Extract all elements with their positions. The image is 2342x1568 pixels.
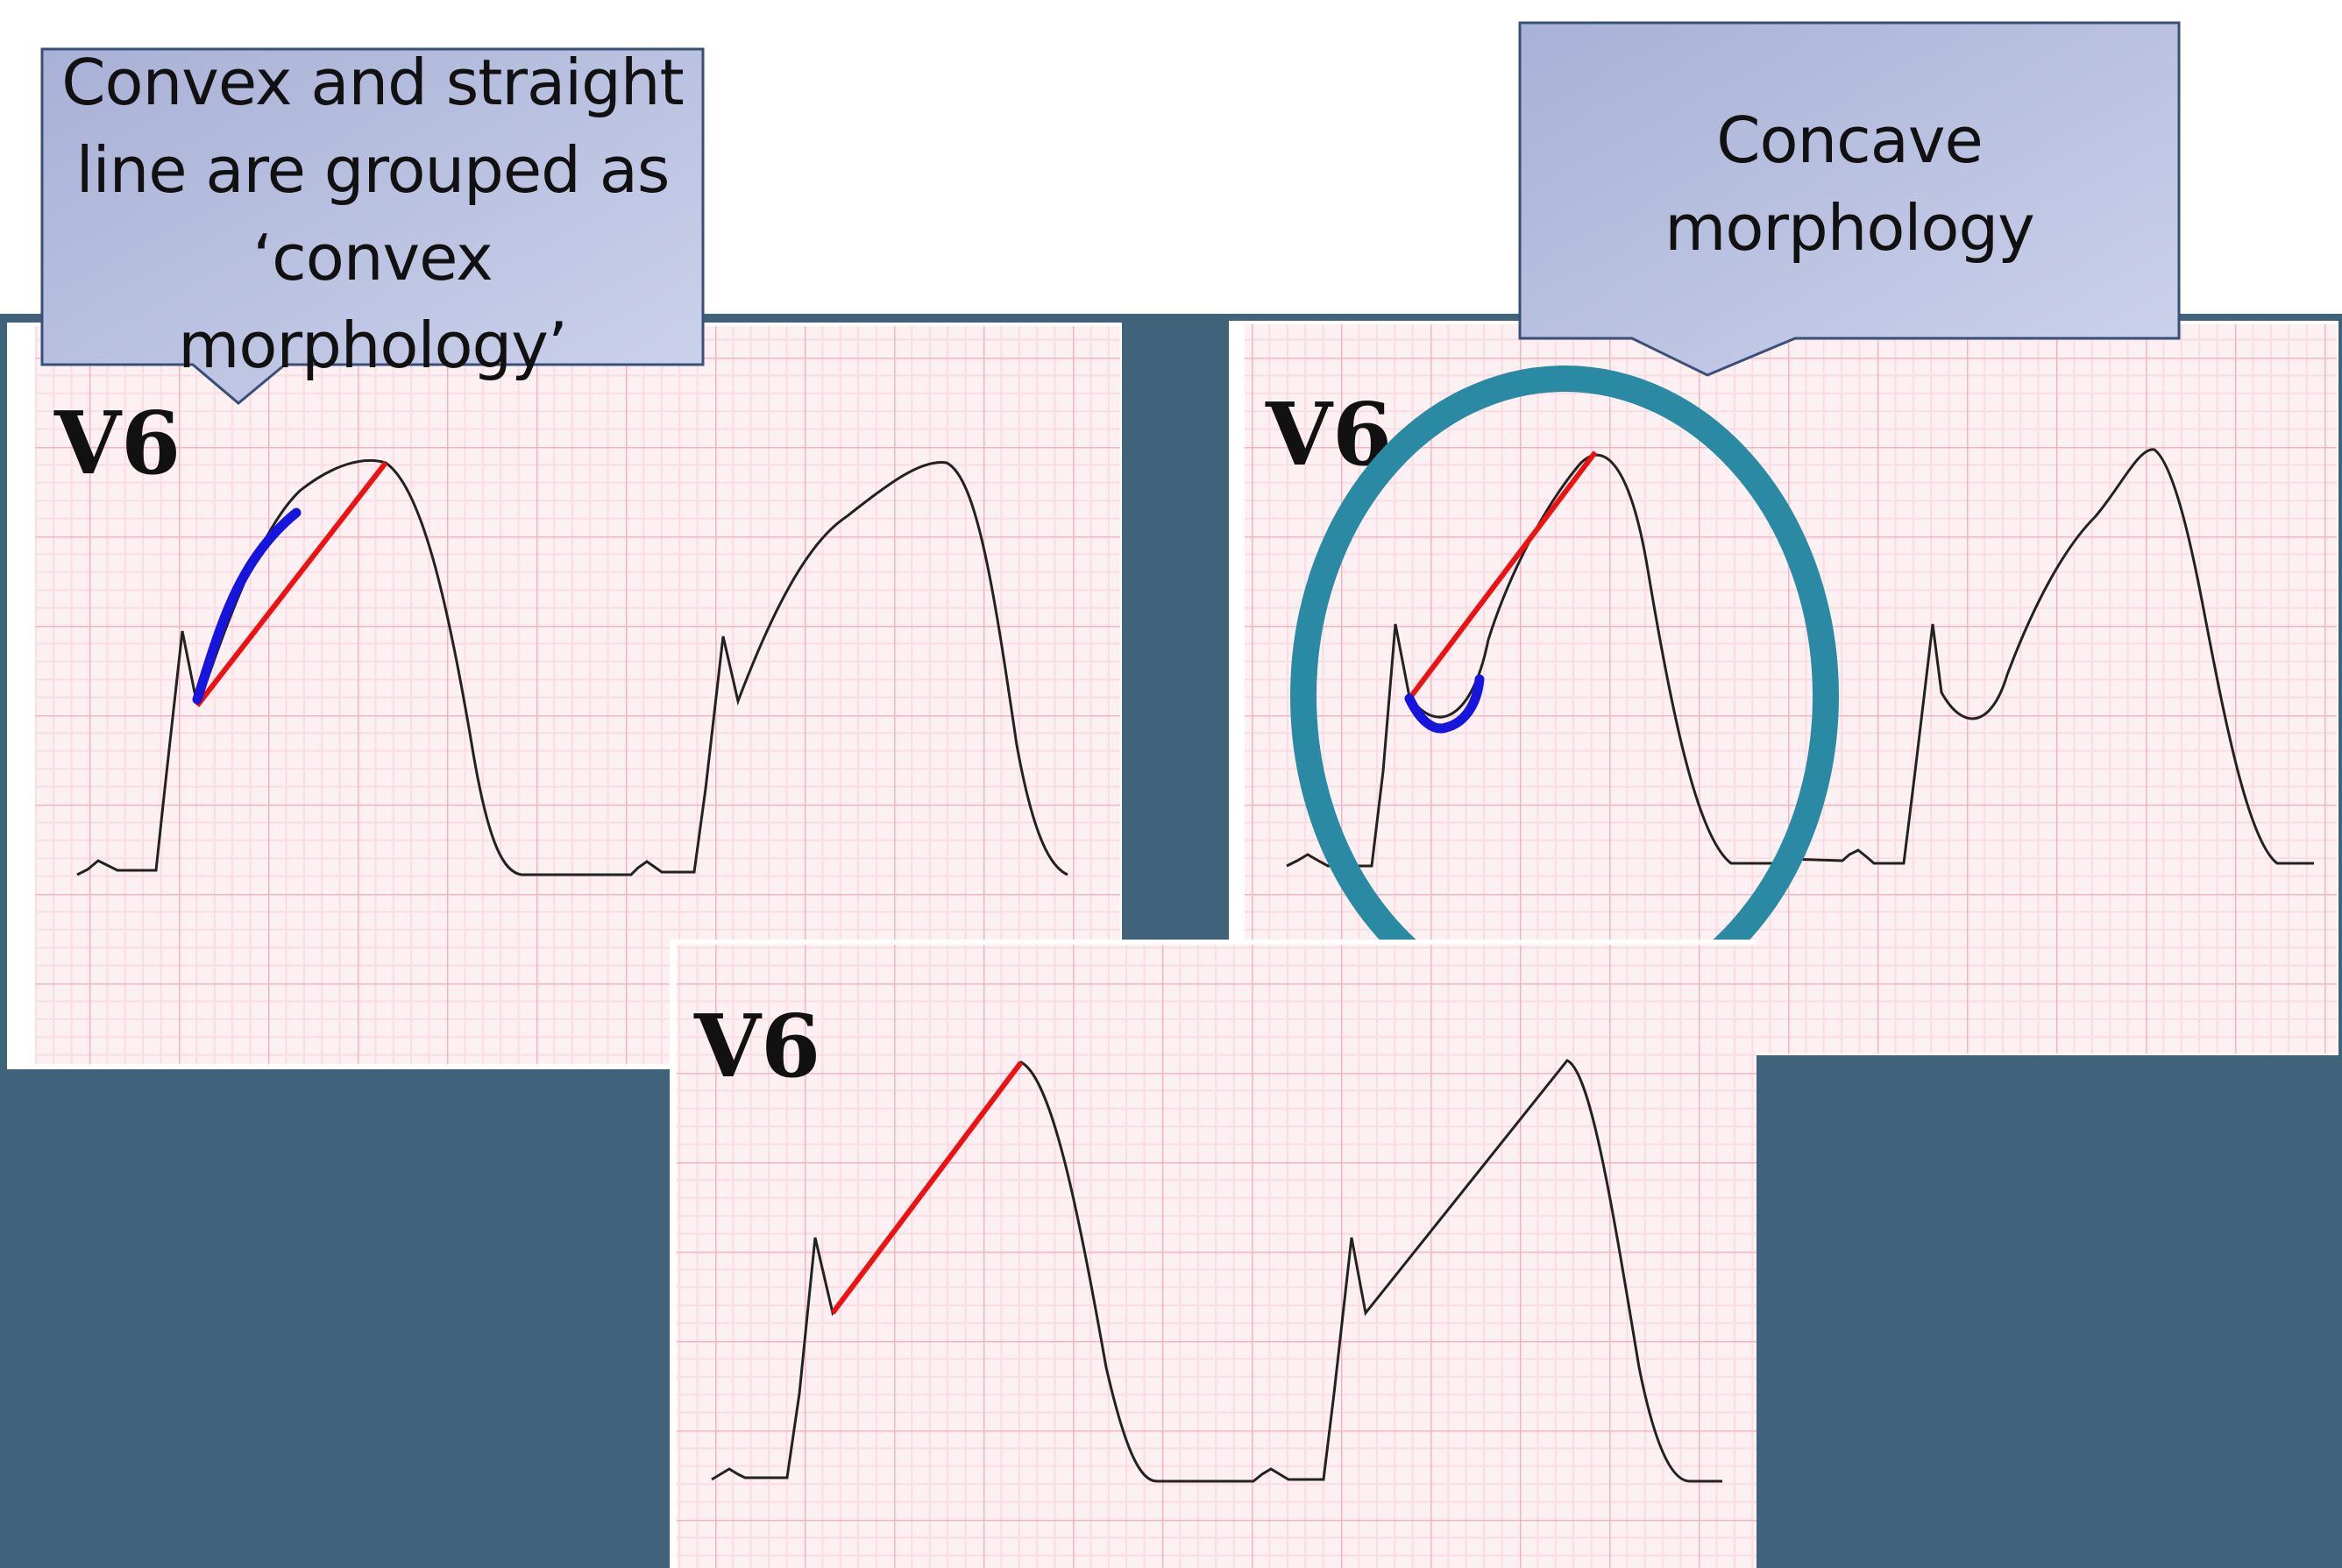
callout-line: morphology [1664,191,2035,265]
ecg-trace [76,458,1068,876]
callout-convex-text: Convex and straight line are grouped as … [42,39,703,389]
concave-curve-marker [1404,674,1485,734]
ecg-trace [1286,448,2314,868]
callout-line: ‘convex [252,221,493,294]
ecg-panel-bottom-center: V6 [670,940,1756,1568]
callout-concave-shape [1518,21,2181,377]
lead-label: V6 [693,997,820,1097]
callout-line: morphology’ [178,309,567,382]
callout-line: Concave [1716,103,1984,177]
straight-line-marker [1407,451,1598,700]
callout-line: Convex and straight [61,46,684,119]
convex-curve-marker [192,507,302,705]
ecg-trace [711,1059,1722,1483]
lead-label: V6 [53,394,181,494]
straight-line-marker [830,1061,1024,1315]
straight-line-marker [195,461,388,707]
callout-concave-text: Concave morphology [1520,53,2179,316]
ecg-panel-top-right: V6 [1229,321,2338,1055]
callout-convex-shape [40,47,705,405]
callout-line: line are grouped as [75,133,671,207]
